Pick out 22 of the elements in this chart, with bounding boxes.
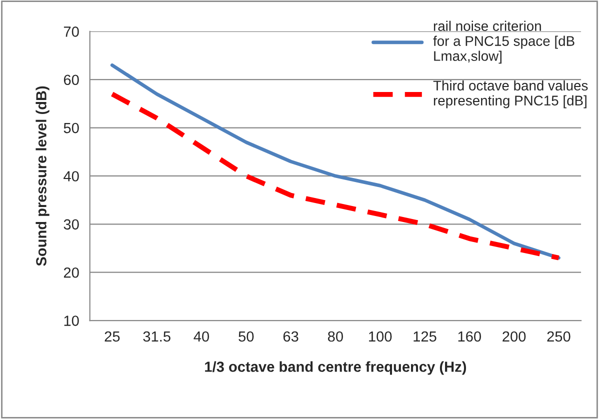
x-tick-label: 160 bbox=[458, 331, 481, 342]
x-tick-label: 50 bbox=[238, 331, 254, 342]
y-tick-label: 50 bbox=[64, 122, 79, 134]
y-tick-label: 70 bbox=[64, 26, 79, 37]
x-axis-title: 1/3 octave band centre frequency (Hz) bbox=[205, 361, 466, 375]
x-tick-label: 125 bbox=[414, 331, 436, 342]
x-tick-label: 25 bbox=[104, 331, 120, 342]
y-tick-label: 10 bbox=[64, 316, 79, 326]
x-tick-label: 100 bbox=[369, 331, 392, 342]
legend-label: rail noise criterion for a PNC15 space [dB Lmax,slow] bbox=[433, 20, 574, 64]
x-tick-label: 80 bbox=[328, 331, 343, 342]
x-tick-label: 40 bbox=[194, 331, 210, 342]
x-tick-label: 200 bbox=[502, 331, 526, 342]
x-tick-label: 250 bbox=[547, 331, 570, 342]
y-tick-label: 40 bbox=[64, 171, 79, 182]
x-tick-label: 63 bbox=[283, 331, 298, 342]
y-tick-label: 20 bbox=[64, 267, 79, 278]
legend-label: Third octave band values representing PNC15 [dB] bbox=[433, 80, 588, 108]
y-tick-label: 30 bbox=[64, 219, 79, 230]
y-tick-label: 60 bbox=[64, 74, 79, 86]
y-axis-title: Sound pressure level (dB) bbox=[36, 86, 50, 266]
x-tick-label: 31.5 bbox=[143, 331, 170, 342]
